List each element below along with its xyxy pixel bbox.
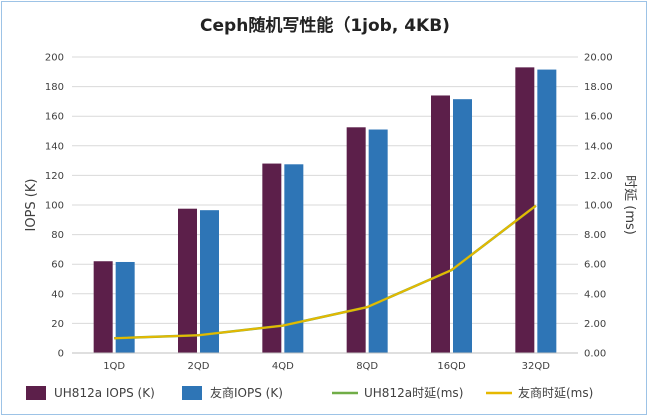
- legend-swatch: [182, 386, 202, 400]
- y-tick-label: 40: [51, 289, 64, 300]
- y-axis-label: IOPS (K): [24, 179, 39, 232]
- bar-competitor: [284, 164, 304, 353]
- latency-lines: [114, 204, 537, 340]
- x-tick-label: 4QD: [272, 361, 294, 372]
- y-tick-label: 80: [51, 230, 64, 241]
- bar-competitor: [453, 99, 472, 354]
- bar-uh812a: [515, 67, 535, 354]
- y2-axis-label: 时延 (ms): [622, 175, 637, 235]
- legend-label: 友商时延(ms): [518, 385, 593, 400]
- y2-tick-label: 12.00: [584, 171, 613, 182]
- bar-uh812a: [93, 261, 113, 353]
- y-tick-label: 20: [51, 319, 64, 330]
- x-tick-label: 2QD: [188, 361, 210, 372]
- legend-swatch: [26, 386, 46, 400]
- legend-label: 友商IOPS (K): [210, 385, 283, 400]
- axes: 0 20 40 60 80 100 120 140 160 180 200 0.00 2.00 4.00 6…: [45, 53, 613, 373]
- y-tick-label: 0: [58, 349, 64, 360]
- chart-title: Ceph随机写性能（1job, 4KB): [200, 15, 450, 36]
- gridlines: [72, 56, 578, 324]
- legend: UH812a IOPS (K) 友商IOPS (K) UH812a时延(ms) 友商时…: [26, 385, 593, 400]
- y2-tick-label: 0.00: [584, 349, 606, 360]
- bar-uh812a: [431, 95, 450, 353]
- line-competitor-latency: [114, 204, 537, 340]
- y2-tick-label: 16.00: [584, 112, 613, 123]
- x-tick-label: 1QD: [103, 361, 125, 372]
- y2-tick-label: 4.00: [584, 289, 606, 300]
- y2-tick-label: 20.00: [584, 53, 613, 64]
- y-tick-label: 160: [45, 112, 64, 123]
- line-uh812a-latency: [114, 204, 537, 340]
- x-tick-label: 16QD: [437, 361, 466, 372]
- legend-label: UH812a IOPS (K): [54, 386, 155, 400]
- bar-competitor: [537, 69, 557, 353]
- bar-uh812a: [262, 163, 282, 353]
- y2-tick-label: 10.00: [584, 201, 613, 212]
- bar-competitor: [200, 210, 219, 353]
- y2-tick-label: 8.00: [584, 230, 606, 241]
- bar-uh812a: [346, 127, 366, 353]
- y-tick-label: 60: [51, 260, 64, 271]
- x-tick-label: 32QD: [522, 361, 551, 372]
- y-tick-label: 180: [45, 82, 64, 93]
- bar-competitor: [115, 261, 135, 353]
- y-tick-label: 100: [45, 201, 64, 212]
- bars: [93, 67, 557, 354]
- y2-tick-label: 6.00: [584, 260, 606, 271]
- x-tick-label: 8QD: [356, 361, 378, 372]
- legend-label: UH812a时延(ms): [364, 386, 463, 400]
- y-tick-label: 200: [45, 53, 64, 64]
- y2-tick-label: 18.00: [584, 82, 613, 93]
- y-tick-label: 140: [45, 141, 64, 152]
- bar-uh812a: [178, 208, 197, 353]
- y-tick-label: 120: [45, 171, 64, 182]
- y2-tick-label: 14.00: [584, 141, 613, 152]
- y2-tick-label: 2.00: [584, 319, 606, 330]
- bar-competitor: [368, 129, 388, 353]
